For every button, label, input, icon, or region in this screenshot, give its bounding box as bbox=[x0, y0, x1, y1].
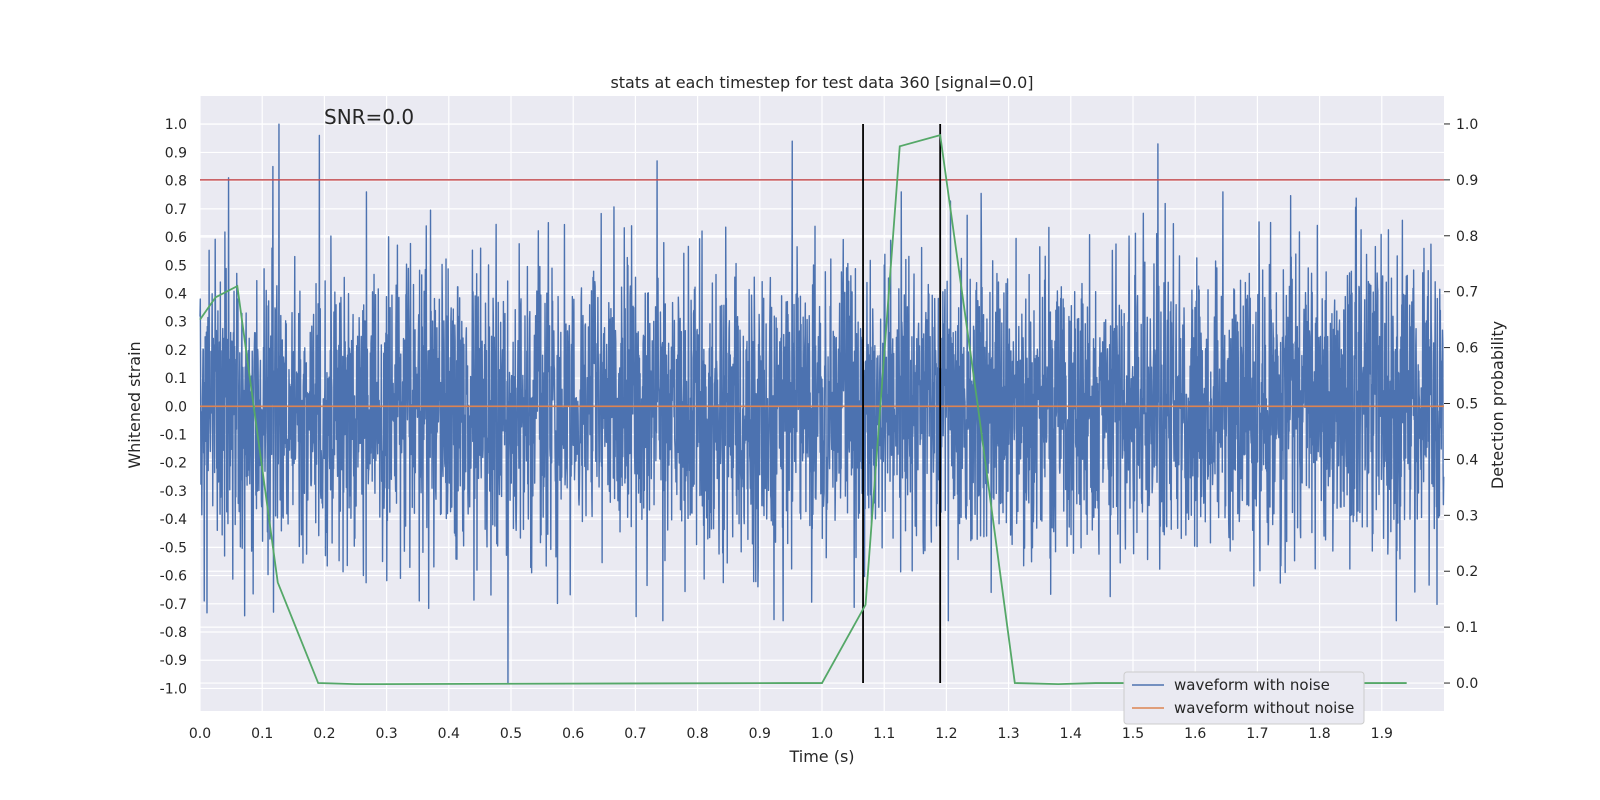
x-tick-label: 0.2 bbox=[313, 726, 335, 742]
x-tick-label: 0.8 bbox=[686, 726, 708, 742]
y-axis-label-right: Detection probability bbox=[1488, 321, 1507, 489]
y-tick-label-left: 0.7 bbox=[165, 202, 187, 218]
y-tick-label-right: 0.0 bbox=[1456, 676, 1478, 692]
y-tick-label-left: 1.0 bbox=[165, 117, 187, 133]
y-tick-label-right: 0.7 bbox=[1456, 285, 1478, 301]
x-tick-label: 1.5 bbox=[1122, 726, 1144, 742]
x-tick-label: 0.9 bbox=[749, 726, 771, 742]
x-tick-label: 1.4 bbox=[1060, 726, 1082, 742]
y-tick-label-left: -0.4 bbox=[160, 512, 187, 528]
chart-title: stats at each timestep for test data 360… bbox=[610, 73, 1033, 92]
y-axis-label-left: Whitened strain bbox=[125, 341, 144, 468]
x-tick-label: 0.7 bbox=[624, 726, 646, 742]
x-tick-label: 1.6 bbox=[1184, 726, 1206, 742]
y-tick-label-left: -1.0 bbox=[160, 681, 187, 697]
y-tick-label-right: 0.1 bbox=[1456, 620, 1478, 636]
y-tick-label-left: -0.3 bbox=[160, 484, 187, 500]
y-tick-label-right: 0.6 bbox=[1456, 341, 1478, 357]
y-tick-label-left: 0.2 bbox=[165, 343, 187, 359]
snr-annotation: SNR=0.0 bbox=[324, 105, 414, 129]
x-axis-label: Time (s) bbox=[788, 747, 854, 766]
y-tick-label-right: 0.5 bbox=[1456, 397, 1478, 413]
y-tick-label-left: -0.2 bbox=[160, 456, 187, 472]
legend-label-noise: waveform with noise bbox=[1174, 676, 1330, 694]
y-tick-label-right: 0.3 bbox=[1456, 508, 1478, 524]
noise-series bbox=[199, 123, 1445, 684]
noise-waveform-line bbox=[199, 123, 1445, 684]
x-tick-label: 1.7 bbox=[1246, 726, 1268, 742]
x-tick-label: 0.6 bbox=[562, 726, 584, 742]
y-tick-label-left: 0.4 bbox=[165, 286, 187, 302]
y-tick-label-left: 0.1 bbox=[165, 371, 187, 387]
x-tick-label: 0.0 bbox=[189, 726, 211, 742]
y-tick-label-left: -0.6 bbox=[160, 569, 187, 585]
y-tick-label-left: 0.0 bbox=[165, 399, 187, 415]
y-tick-label-left: -0.9 bbox=[160, 653, 187, 669]
y-tick-label-right: 0.8 bbox=[1456, 229, 1478, 245]
x-tick-label: 1.1 bbox=[873, 726, 895, 742]
x-tick-label: 1.9 bbox=[1371, 726, 1393, 742]
x-tick-label: 0.1 bbox=[251, 726, 273, 742]
x-tick-label: 0.3 bbox=[375, 726, 397, 742]
legend: waveform with noise waveform without noi… bbox=[1123, 671, 1365, 725]
x-tick-label: 0.5 bbox=[500, 726, 522, 742]
y-tick-label-left: 0.8 bbox=[165, 174, 187, 190]
y-tick-label-right: 0.4 bbox=[1456, 452, 1478, 468]
y-tick-label-left: -0.7 bbox=[160, 597, 187, 613]
y-tick-label-left: -0.1 bbox=[160, 428, 187, 444]
x-tick-label: 0.4 bbox=[438, 726, 460, 742]
y-tick-label-right: 0.2 bbox=[1456, 564, 1478, 580]
legend-label-clean: waveform without noise bbox=[1174, 699, 1354, 717]
y-tick-label-left: 0.6 bbox=[165, 230, 187, 246]
x-tick-label: 1.0 bbox=[811, 726, 833, 742]
y-tick-label-left: 0.9 bbox=[165, 145, 187, 161]
y-tick-label-right: 1.0 bbox=[1456, 117, 1478, 133]
y-tick-label-left: 0.3 bbox=[165, 315, 187, 331]
y-tick-label-left: -0.5 bbox=[160, 540, 187, 556]
x-tick-label: 1.3 bbox=[997, 726, 1019, 742]
y-tick-label-left: -0.8 bbox=[160, 625, 187, 641]
y-tick-label-right: 0.9 bbox=[1456, 173, 1478, 189]
ticks: 0.0 0.1 0.2 0.3 0.4 0.5 0.6 0.7 0.8 0.9 1.0 1.1 1.2 1… bbox=[160, 117, 1479, 742]
probability-line bbox=[199, 133, 1407, 686]
y-tick-label-left: 0.5 bbox=[165, 258, 187, 274]
overlay-lines bbox=[199, 123, 1444, 686]
legend-box bbox=[1123, 671, 1365, 725]
x-tick-label: 1.8 bbox=[1308, 726, 1330, 742]
x-tick-label: 1.2 bbox=[935, 726, 957, 742]
